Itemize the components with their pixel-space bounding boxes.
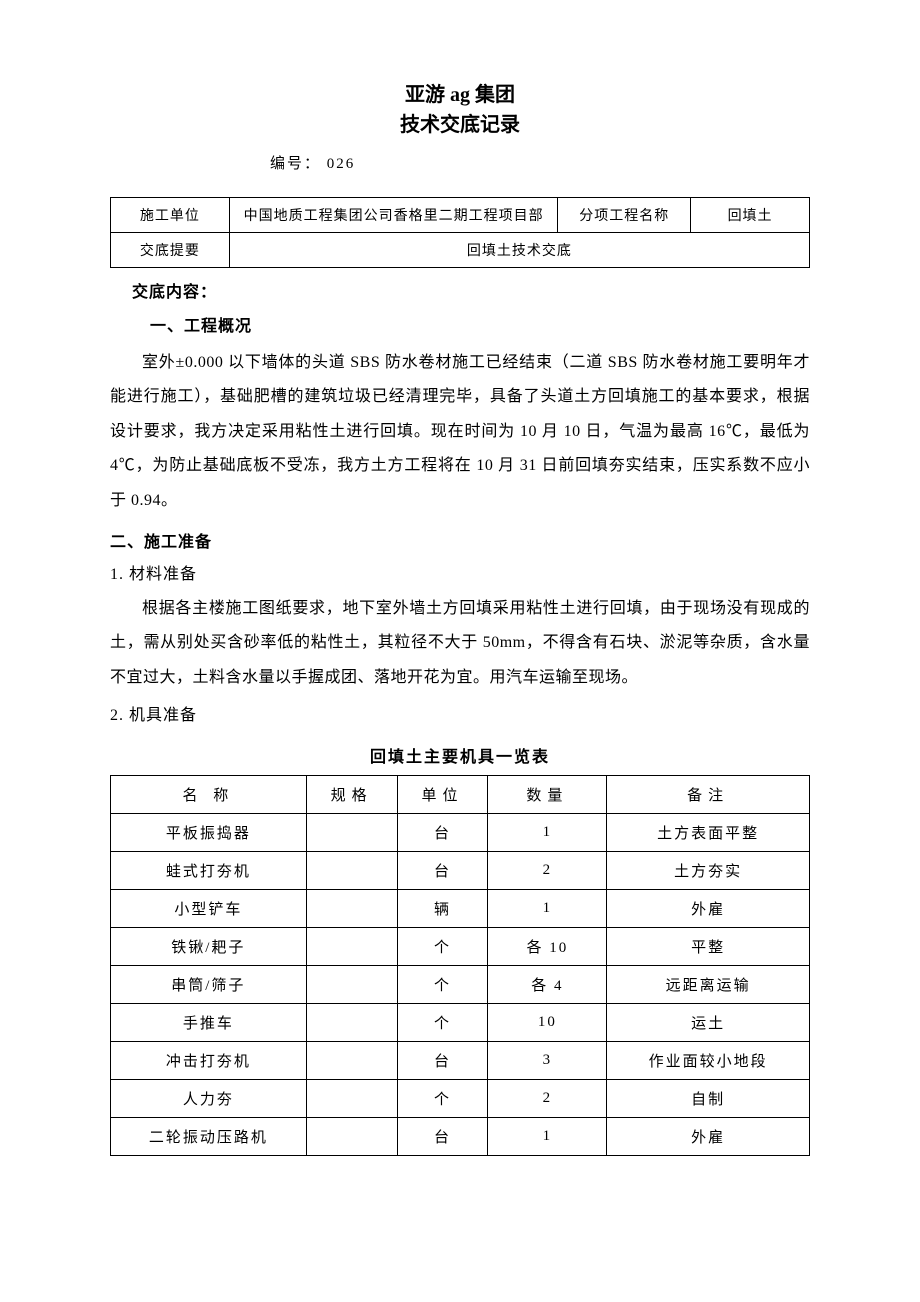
- cell-qty: 2: [488, 852, 607, 890]
- cell-spec: [306, 890, 397, 928]
- table-row: 铁锹/耙子 个各 10平整: [111, 928, 810, 966]
- header-cell-summary-value: 回填土技术交底: [229, 233, 809, 268]
- cell-spec: [306, 928, 397, 966]
- doc-number-label: 编号：: [270, 156, 321, 172]
- cell-qty: 1: [488, 1118, 607, 1156]
- cell-unit: 台: [397, 1042, 488, 1080]
- content-heading: 交底内容：: [132, 278, 810, 302]
- table-row: 手推车 个10运土: [111, 1004, 810, 1042]
- cell-spec: [306, 814, 397, 852]
- table-row: 串筒/筛子 个各 4远距离运输: [111, 966, 810, 1004]
- title-line-2: 技术交底记录: [110, 110, 810, 140]
- header-cell-unit-value: 中国地质工程集团公司香格里二期工程项目部: [229, 198, 558, 233]
- cell-qty: 1: [488, 814, 607, 852]
- table-row: 人力夯 个2自制: [111, 1080, 810, 1118]
- cell-unit: 台: [397, 1118, 488, 1156]
- cell-note: 运土: [607, 1004, 810, 1042]
- col-qty: 数量: [488, 776, 607, 814]
- cell-name: 冲击打夯机: [111, 1042, 307, 1080]
- table-header-row: 名 称 规格 单位 数量 备注: [111, 776, 810, 814]
- header-cell-summary-label: 交底提要: [111, 233, 230, 268]
- doc-number-value: 026: [327, 156, 356, 172]
- document-number: 编号： 026: [270, 152, 810, 173]
- cell-note: 自制: [607, 1080, 810, 1118]
- cell-name: 串筒/筛子: [111, 966, 307, 1004]
- section-2-heading: 二、施工准备: [110, 528, 810, 552]
- table-row: 平板振捣器 台1土方表面平整: [111, 814, 810, 852]
- cell-qty: 3: [488, 1042, 607, 1080]
- header-info-table: 施工单位 中国地质工程集团公司香格里二期工程项目部 分项工程名称 回填土 交底提…: [110, 197, 810, 268]
- cell-name: 蛙式打夯机: [111, 852, 307, 890]
- section-2-1-body: 根据各主楼施工图纸要求，地下室外墙土方回填采用粘性土进行回填，由于现场没有现成的…: [110, 592, 810, 695]
- table-row: 蛙式打夯机 台2土方夯实: [111, 852, 810, 890]
- tool-table: 名 称 规格 单位 数量 备注 平板振捣器台1土方表面平整蛙式打夯机台2土方夯实…: [110, 775, 810, 1156]
- cell-qty: 各 4: [488, 966, 607, 1004]
- table-row: 二轮振动压路机 台1外雇: [111, 1118, 810, 1156]
- cell-qty: 2: [488, 1080, 607, 1118]
- table-row: 冲击打夯机 台3作业面较小地段: [111, 1042, 810, 1080]
- cell-unit: 个: [397, 1080, 488, 1118]
- cell-note: 外雇: [607, 890, 810, 928]
- cell-spec: [306, 1118, 397, 1156]
- title-block: 亚游 ag 集团 技术交底记录: [110, 80, 810, 140]
- tool-table-body: 平板振捣器台1土方表面平整蛙式打夯机台2土方夯实小型铲车辆1外雇铁锹/耙子个各 …: [111, 814, 810, 1156]
- col-name: 名 称: [111, 776, 307, 814]
- header-cell-project-label: 分项工程名称: [558, 198, 691, 233]
- cell-qty: 各 10: [488, 928, 607, 966]
- cell-spec: [306, 852, 397, 890]
- cell-unit: 个: [397, 966, 488, 1004]
- cell-qty: 1: [488, 890, 607, 928]
- table-row: 交底提要 回填土技术交底: [111, 233, 810, 268]
- cell-note: 远距离运输: [607, 966, 810, 1004]
- section-1-body: 室外±0.000 以下墙体的头道 SBS 防水卷材施工已经结束（二道 SBS 防…: [110, 346, 810, 518]
- cell-note: 土方夯实: [607, 852, 810, 890]
- cell-name: 手推车: [111, 1004, 307, 1042]
- cell-name: 小型铲车: [111, 890, 307, 928]
- table-row: 施工单位 中国地质工程集团公司香格里二期工程项目部 分项工程名称 回填土: [111, 198, 810, 233]
- cell-name: 二轮振动压路机: [111, 1118, 307, 1156]
- table-row: 小型铲车 辆1外雇: [111, 890, 810, 928]
- cell-spec: [306, 1042, 397, 1080]
- cell-spec: [306, 1080, 397, 1118]
- section-2-2-heading: 2. 机具准备: [110, 701, 810, 725]
- tool-table-title: 回填土主要机具一览表: [110, 743, 810, 767]
- cell-name: 人力夯: [111, 1080, 307, 1118]
- header-cell-unit-label: 施工单位: [111, 198, 230, 233]
- title-line-1: 亚游 ag 集团: [110, 80, 810, 110]
- cell-note: 外雇: [607, 1118, 810, 1156]
- cell-unit: 台: [397, 814, 488, 852]
- col-note: 备注: [607, 776, 810, 814]
- cell-unit: 辆: [397, 890, 488, 928]
- cell-unit: 个: [397, 928, 488, 966]
- cell-spec: [306, 1004, 397, 1042]
- section-1-heading: 一、工程概况: [150, 312, 810, 336]
- section-2-1-heading: 1. 材料准备: [110, 560, 810, 584]
- cell-spec: [306, 966, 397, 1004]
- cell-note: 作业面较小地段: [607, 1042, 810, 1080]
- cell-note: 平整: [607, 928, 810, 966]
- cell-name: 铁锹/耙子: [111, 928, 307, 966]
- cell-unit: 个: [397, 1004, 488, 1042]
- cell-note: 土方表面平整: [607, 814, 810, 852]
- col-spec: 规格: [306, 776, 397, 814]
- cell-qty: 10: [488, 1004, 607, 1042]
- cell-unit: 台: [397, 852, 488, 890]
- header-cell-project-value: 回填土: [691, 198, 810, 233]
- cell-name: 平板振捣器: [111, 814, 307, 852]
- col-unit: 单位: [397, 776, 488, 814]
